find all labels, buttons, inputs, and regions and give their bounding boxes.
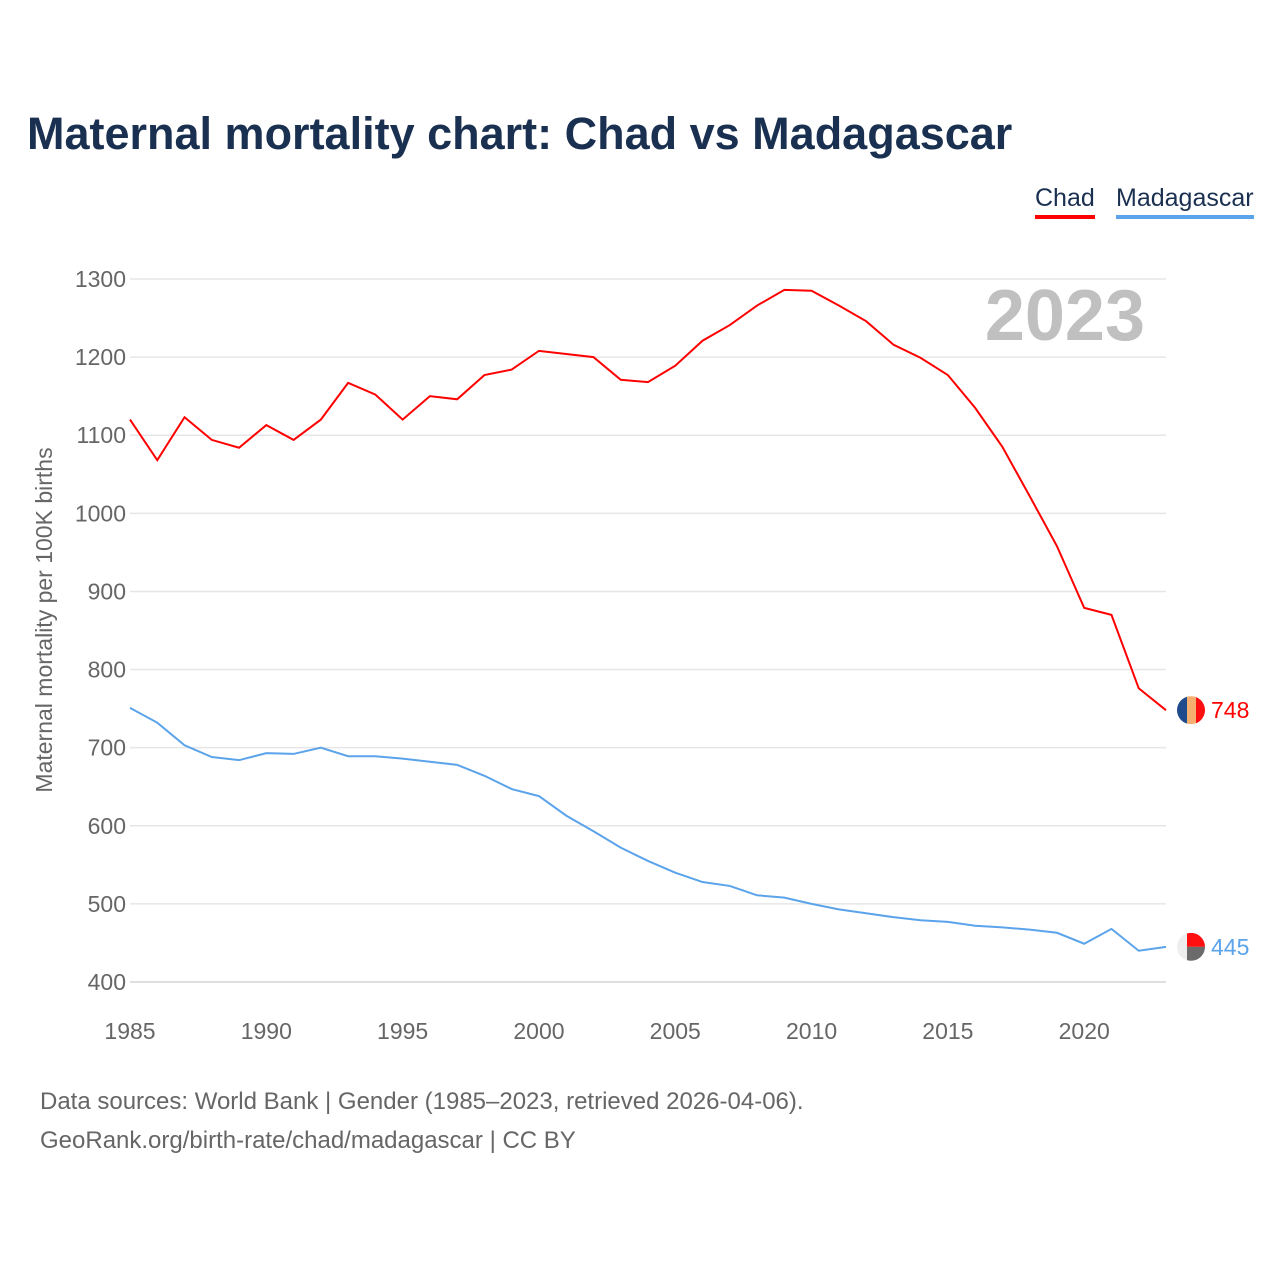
x-tick-label: 2015 [922, 1018, 973, 1044]
y-tick-label: 1000 [75, 500, 126, 526]
line-chart: 400 500 600 700 800 900 1000 1100 1200 1300 1985 19… [31, 266, 1249, 1044]
x-tick-label: 2000 [513, 1018, 564, 1044]
y-tick-label: 500 [88, 891, 126, 917]
footer-link[interactable]: GeoRank.org/birth-rate/chad/madagascar |… [40, 1127, 576, 1154]
y-tick-label: 1200 [75, 344, 126, 370]
y-tick-label: 600 [88, 813, 126, 839]
y-axis-label: Maternal mortality per 100K births [31, 447, 57, 792]
y-tick-label: 1100 [77, 422, 126, 448]
legend-chad[interactable]: Chad [1035, 184, 1095, 219]
y-tick-label: 1300 [75, 266, 126, 292]
x-tick-label: 2005 [650, 1018, 701, 1044]
footer-sources: Data sources: World Bank | Gender (1985–… [40, 1088, 804, 1115]
end-value-label: 748 [1211, 697, 1249, 723]
x-tick-label: 1995 [377, 1018, 428, 1044]
y-tick-label: 800 [88, 657, 126, 683]
chart-title: Maternal mortality chart: Chad vs Madaga… [27, 108, 1013, 159]
chad-flag-icon [1177, 696, 1205, 725]
x-tick-label: 2010 [786, 1018, 837, 1044]
y-tick-label: 400 [88, 969, 126, 995]
y-tick-label: 700 [88, 735, 126, 761]
madagascar-flag-icon [1177, 932, 1205, 961]
legend-madagascar[interactable]: Madagascar [1116, 184, 1254, 219]
y-tick-label: 900 [88, 578, 126, 604]
year-label: 2023 [985, 276, 1145, 356]
series-line-chad[interactable] [129, 288, 1167, 711]
x-tick-label: 1985 [104, 1018, 155, 1044]
series-line-madagascar[interactable] [129, 706, 1167, 952]
end-value-label: 445 [1211, 934, 1249, 960]
x-tick-label: 2020 [1059, 1018, 1110, 1044]
x-tick-label: 1990 [241, 1018, 292, 1044]
